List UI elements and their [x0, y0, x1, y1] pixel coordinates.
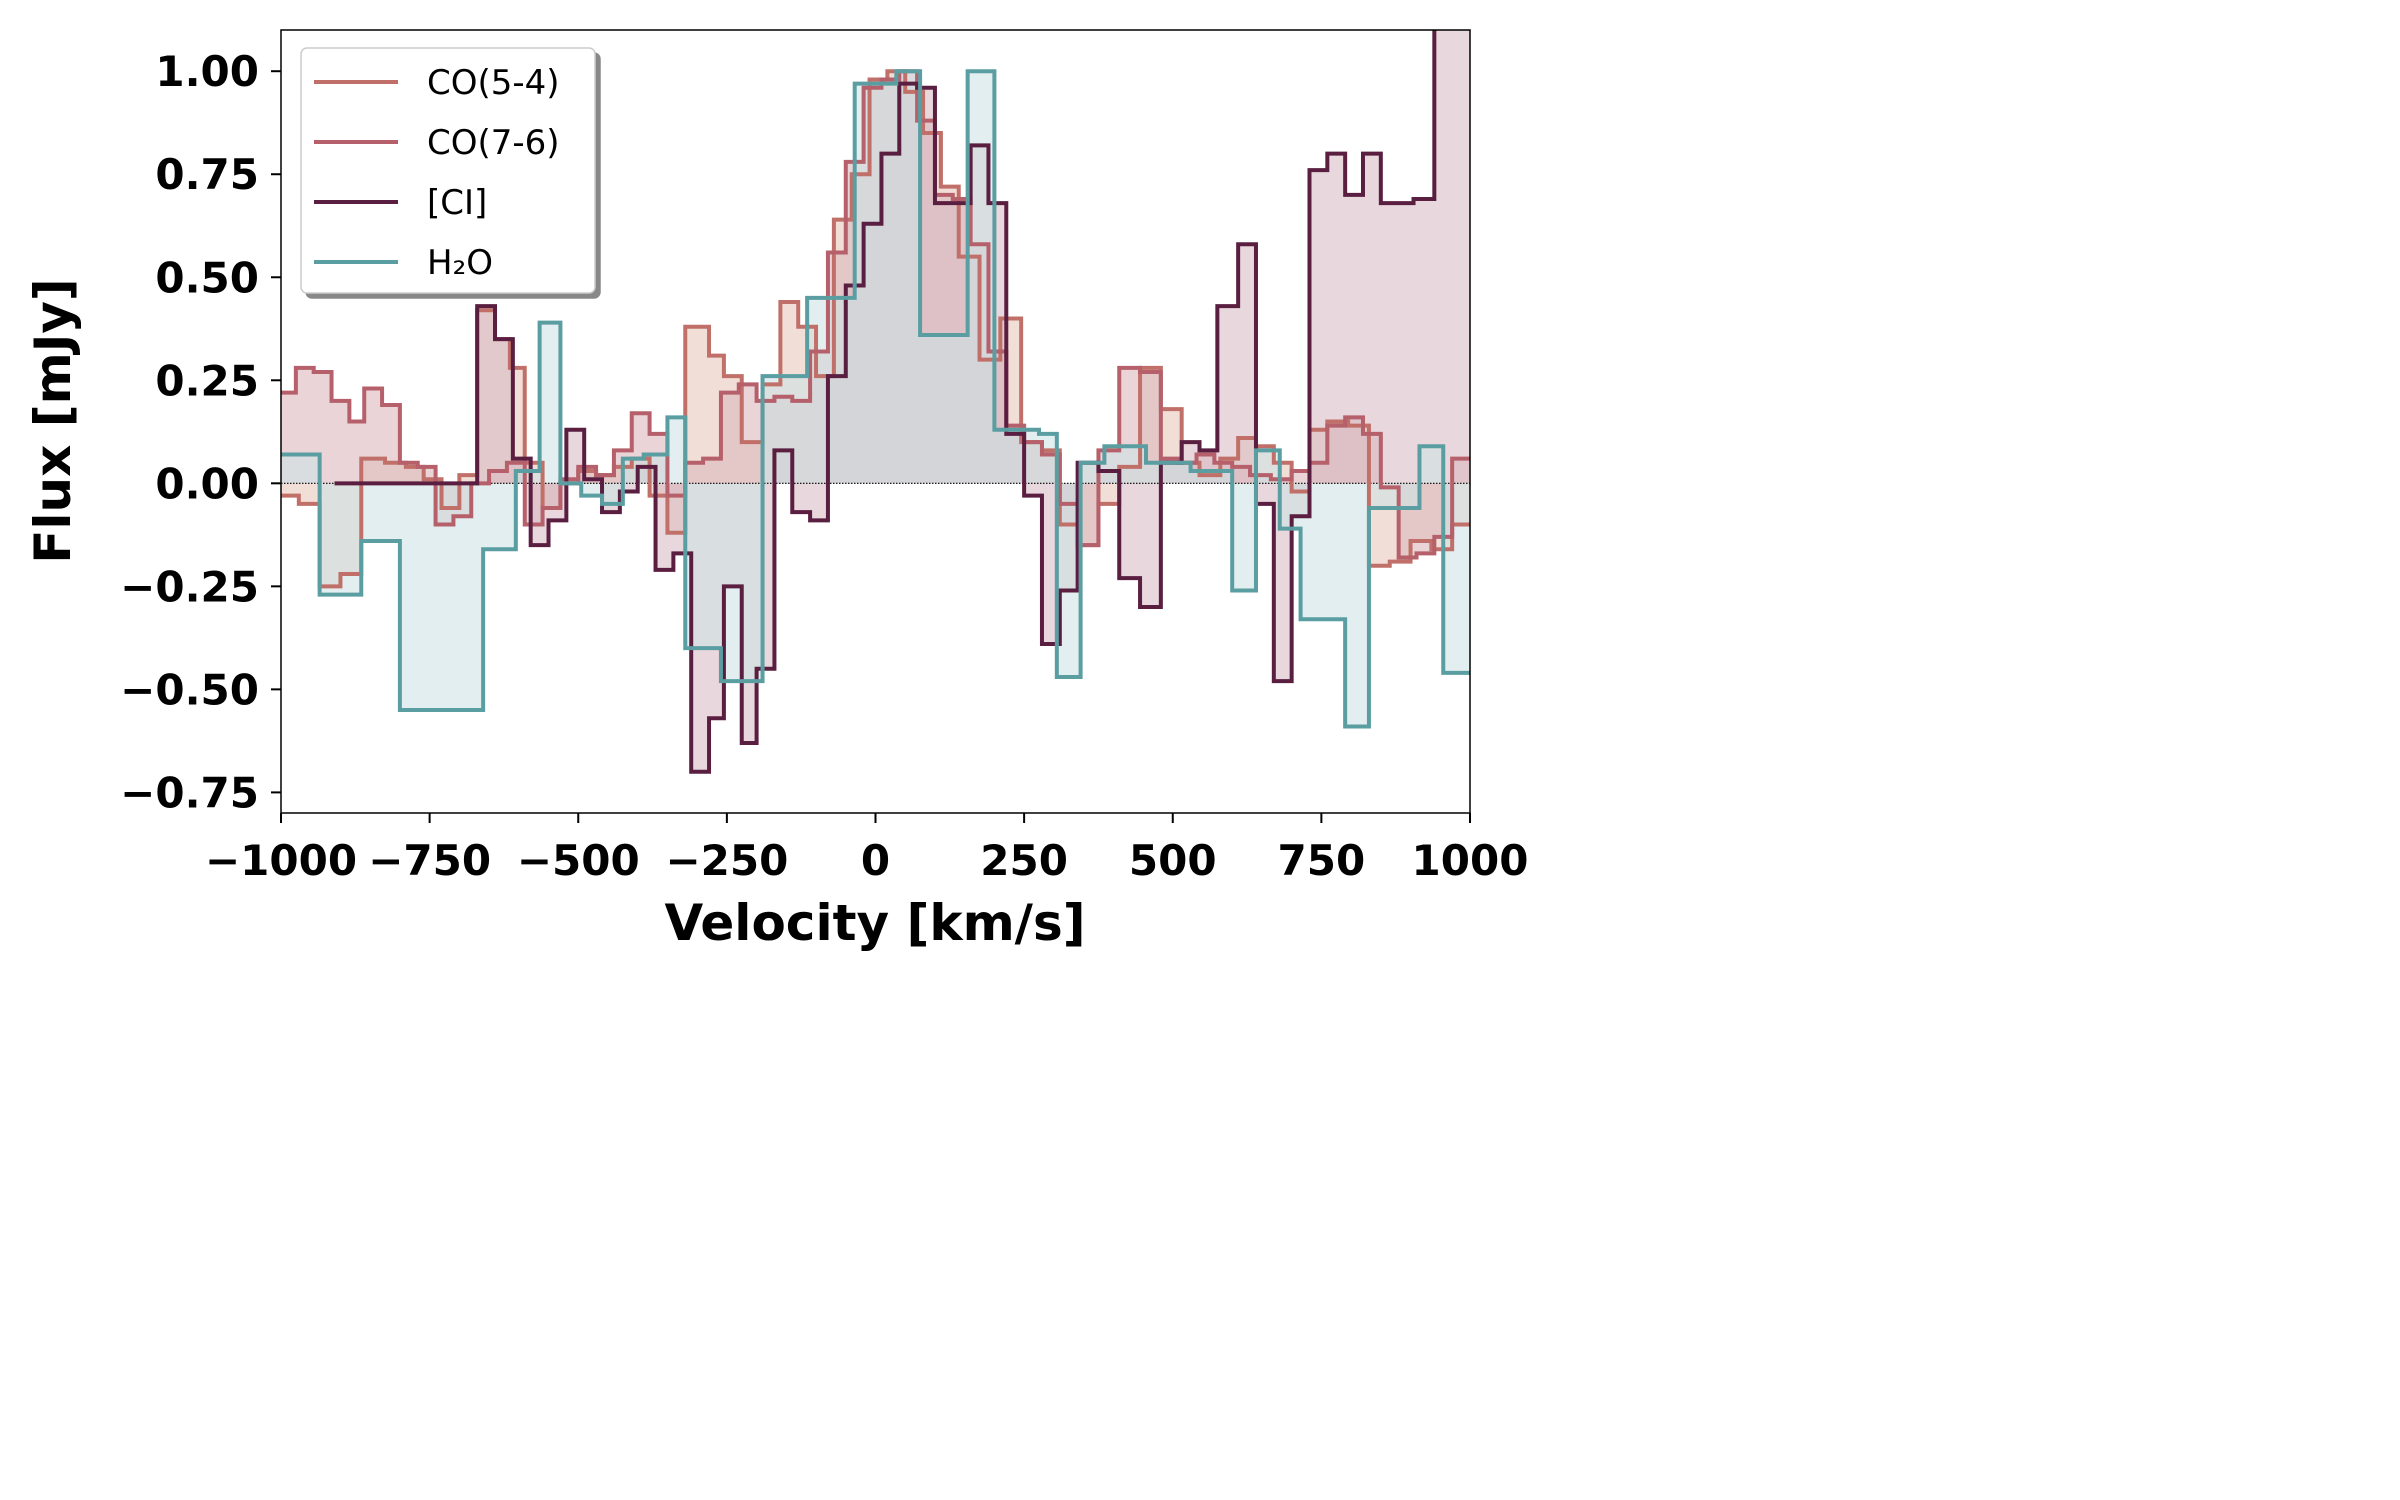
legend-label-ci: [CI]	[427, 183, 487, 223]
legend: CO(5-4) CO(7-6) [CI] H₂O	[300, 47, 596, 294]
x-tick-label: 0	[861, 836, 890, 885]
y-tick-label: −0.75	[120, 768, 259, 817]
h-o-fill	[281, 71, 1470, 727]
y-axis-title: Flux [mJy]	[24, 278, 82, 564]
y-tick-label: −0.25	[120, 562, 259, 611]
x-axis-title: Velocity [km/s]	[664, 894, 1085, 952]
y-axis: −0.75 −0.50 −0.25 0.00 0.25 0.50 0.75 1.00	[120, 47, 281, 817]
legend-box	[300, 47, 596, 294]
ci-line	[334, 30, 1437, 774]
x-tick-label: 1000	[1412, 836, 1529, 885]
x-tick-label: −250	[665, 836, 788, 885]
series-lines	[281, 30, 1470, 774]
legend-label-co-7-6: CO(7-6)	[427, 123, 560, 163]
y-tick-label: 0.00	[155, 459, 259, 508]
legend-label-h-o: H₂O	[427, 243, 493, 283]
x-axis: −1000 −750 −500 −250 0 250 500 750 1000	[205, 813, 1529, 885]
x-tick-label: 500	[1129, 836, 1217, 885]
y-tick-label: 0.25	[155, 356, 259, 405]
y-tick-label: −0.50	[120, 665, 259, 714]
x-tick-label: −750	[368, 836, 491, 885]
x-tick-label: −500	[517, 836, 640, 885]
x-tick-label: 750	[1278, 836, 1366, 885]
x-tick-label: −1000	[205, 836, 357, 885]
co-5-4-line	[281, 69, 1470, 589]
spectrum-chart: −1000 −750 −500 −250 0 250 500 750 1000 −0.75−0.…	[24, 29, 1529, 952]
h-o-line	[281, 69, 1470, 729]
co-7-6-line	[281, 69, 1470, 560]
legend-label-co-5-4: CO(5-4)	[427, 63, 560, 103]
y-tick-label: 0.50	[155, 253, 259, 302]
y-tick-label: 1.00	[155, 47, 259, 96]
y-tick-label: 0.75	[155, 150, 259, 199]
x-tick-label: 250	[980, 836, 1068, 885]
